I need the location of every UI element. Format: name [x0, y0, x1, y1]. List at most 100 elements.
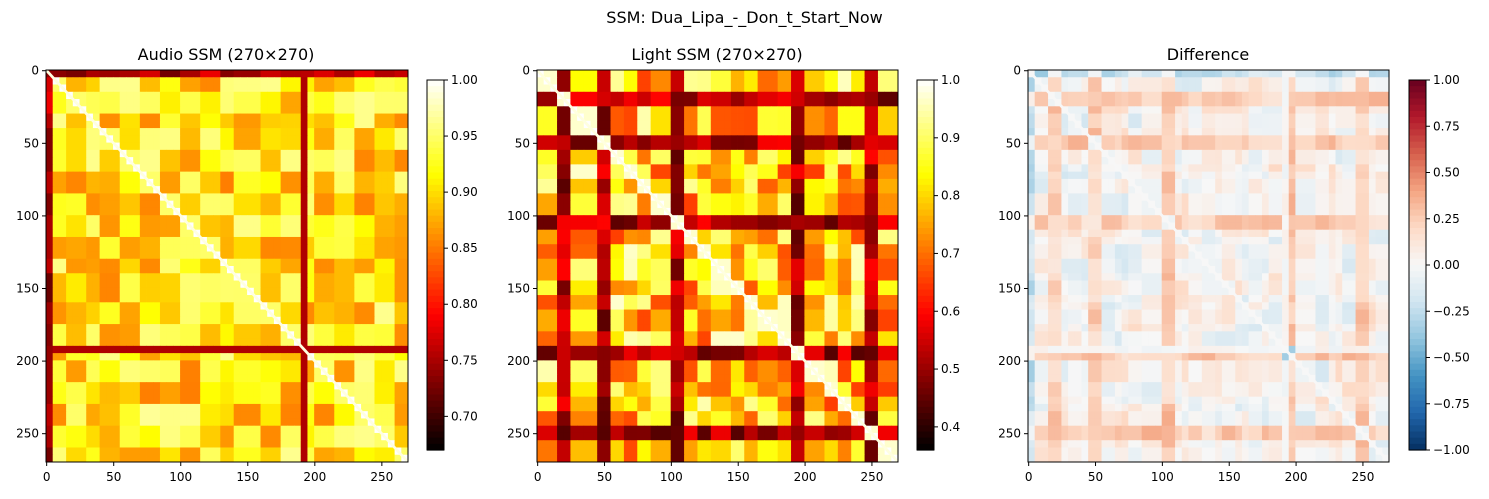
- heatmap-cell: [86, 128, 93, 136]
- heatmap-cell: [160, 317, 167, 325]
- heatmap-cell: [100, 92, 107, 100]
- heatmap-cell: [771, 70, 778, 78]
- heatmap-cell: [617, 215, 624, 223]
- heatmap-cell: [704, 222, 711, 230]
- heatmap-cell: [891, 85, 898, 93]
- heatmap-cell: [307, 157, 314, 165]
- heatmap-cell: [187, 360, 194, 368]
- heatmap-cell: [570, 85, 577, 93]
- heatmap-cell: [354, 215, 361, 223]
- heatmap-cell: [704, 273, 711, 281]
- heatmap-cell: [274, 259, 281, 267]
- heatmap-cell: [557, 259, 564, 267]
- heatmap-cell: [865, 237, 872, 245]
- heatmap-cell: [86, 368, 93, 376]
- heatmap-cell: [704, 331, 711, 339]
- heatmap-cell: [798, 273, 805, 281]
- heatmap-cell: [106, 302, 113, 310]
- heatmap-cell: [261, 208, 268, 216]
- heatmap-cell: [153, 150, 160, 158]
- heatmap-cell: [240, 251, 247, 259]
- heatmap-cell: [764, 193, 771, 201]
- heatmap-cell: [771, 215, 778, 223]
- heatmap-cell: [113, 244, 120, 252]
- heatmap-cell: [544, 201, 551, 209]
- heatmap-cell: [577, 186, 584, 194]
- heatmap-cell: [281, 114, 288, 122]
- heatmap-cell: [657, 288, 664, 296]
- heatmap-cell: [395, 317, 402, 325]
- heatmap-cell: [86, 172, 93, 180]
- heatmap-cell: [187, 99, 194, 107]
- heatmap-cell: [153, 346, 160, 354]
- heatmap-cell: [878, 193, 885, 201]
- heatmap-cell: [711, 128, 718, 136]
- heatmap-cell: [180, 273, 187, 281]
- heatmap-cell: [791, 215, 798, 223]
- heatmap-cell: [891, 288, 898, 296]
- heatmap-cell: [321, 193, 328, 201]
- heatmap-cell: [624, 106, 631, 114]
- heatmap-cell: [133, 310, 140, 318]
- heatmap-cell: [341, 157, 348, 165]
- heatmap-cell: [160, 288, 167, 296]
- heatmap-cell: [281, 360, 288, 368]
- heatmap-cell: [878, 317, 885, 325]
- heatmap-cell: [570, 70, 577, 78]
- heatmap-cell: [644, 99, 651, 107]
- colorbar-segment: [427, 321, 444, 328]
- heatmap-cell: [80, 418, 87, 426]
- heatmap-cell: [167, 389, 174, 397]
- heatmap-cell: [214, 440, 221, 448]
- heatmap-cell: [697, 317, 704, 325]
- heatmap-cell: [570, 201, 577, 209]
- heatmap-cell: [395, 208, 402, 216]
- heatmap-cell: [381, 295, 388, 303]
- heatmap-cell: [113, 346, 120, 354]
- heatmap-cell: [401, 143, 408, 151]
- heatmap-cell: [804, 310, 811, 318]
- heatmap-cell: [261, 114, 268, 122]
- heatmap-cell: [267, 266, 274, 274]
- heatmap-cell: [100, 455, 107, 463]
- heatmap-cell: [597, 121, 604, 129]
- heatmap-cell: [381, 150, 388, 158]
- heatmap-cell: [227, 295, 234, 303]
- heatmap-cell: [891, 150, 898, 158]
- heatmap-cell: [637, 237, 644, 245]
- heatmap-cell: [180, 411, 187, 419]
- y-tick-label: 150: [16, 282, 39, 296]
- heatmap-cell: [631, 331, 638, 339]
- heatmap-cell: [354, 237, 361, 245]
- heatmap-cell: [570, 143, 577, 151]
- heatmap-cell: [624, 193, 631, 201]
- heatmap-cell: [831, 324, 838, 332]
- heatmap-cell: [281, 404, 288, 412]
- heatmap-cell: [301, 193, 308, 201]
- heatmap-cell: [778, 77, 785, 85]
- heatmap-cell: [604, 186, 611, 194]
- heatmap-cell: [570, 77, 577, 85]
- heatmap-cell: [281, 368, 288, 376]
- heatmap-cell: [66, 360, 73, 368]
- heatmap-cell: [784, 295, 791, 303]
- heatmap-cell: [744, 186, 751, 194]
- heatmap-cell: [584, 164, 591, 172]
- heatmap-cell: [891, 273, 898, 281]
- heatmap-cell: [200, 215, 207, 223]
- heatmap-cell: [564, 273, 571, 281]
- heatmap-cell: [557, 208, 564, 216]
- heatmap-cell: [544, 157, 551, 165]
- heatmap-cell: [738, 193, 745, 201]
- heatmap-cell: [348, 164, 355, 172]
- heatmap-cell: [791, 186, 798, 194]
- heatmap-cell: [871, 215, 878, 223]
- heatmap-cell: [100, 440, 107, 448]
- heatmap-cell: [651, 143, 658, 151]
- heatmap-cell: [368, 259, 375, 267]
- heatmap-cell: [597, 99, 604, 107]
- heatmap-cell: [207, 324, 214, 332]
- heatmap-cell: [328, 164, 335, 172]
- heatmap-cell: [294, 302, 301, 310]
- heatmap-cell: [294, 92, 301, 100]
